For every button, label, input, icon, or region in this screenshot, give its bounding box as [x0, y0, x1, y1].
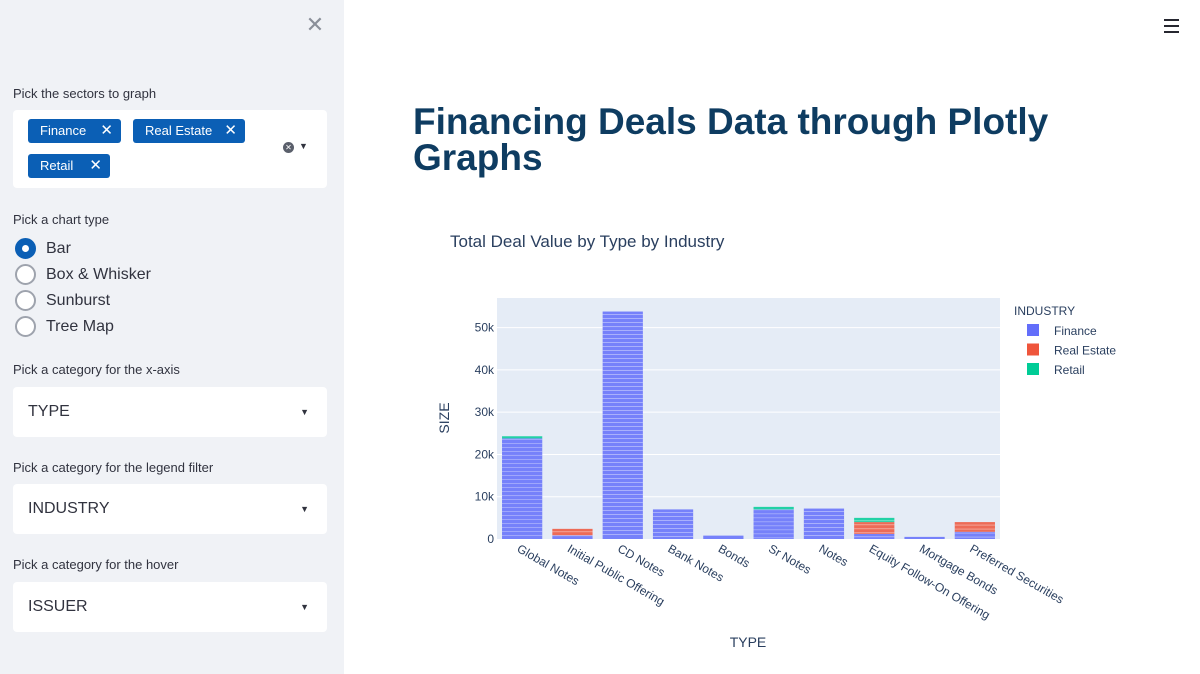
radio-circle-icon[interactable] — [15, 264, 36, 285]
bar-segment — [552, 535, 593, 539]
sectors-label: Pick the sectors to graph — [13, 86, 157, 101]
chevron-down-icon[interactable]: ▼ — [300, 504, 309, 514]
legend-item-label: Retail — [1054, 363, 1085, 377]
radio-circle-icon[interactable] — [15, 290, 36, 311]
x-tick-label: Notes — [816, 541, 850, 569]
sectors-multiselect[interactable]: Finance ✕ Real Estate ✕ Retail ✕ ✕ ▼ — [13, 110, 327, 188]
tag-remove-icon[interactable]: ✕ — [100, 122, 113, 139]
tag-finance: Finance ✕ — [28, 119, 121, 143]
close-icon[interactable]: ✕ — [305, 12, 325, 37]
page-title: Financing Deals Data through Plotly Grap… — [413, 101, 1049, 178]
y-tick-label: 30k — [475, 405, 495, 419]
y-tick-label: 0 — [487, 532, 494, 546]
bar-segment — [502, 438, 543, 539]
chart-container: 0 10k 20k 30k 40k 50k Global Notes Initial Publ… — [420, 220, 1200, 670]
chart-title: Total Deal Value by Type by Industry — [450, 232, 725, 251]
hover-select[interactable]: ISSUER ▼ — [13, 582, 327, 632]
tag-remove-icon[interactable]: ✕ — [89, 157, 102, 174]
tag-label: Real Estate — [145, 123, 213, 138]
hamburger-menu-icon[interactable] — [1162, 16, 1182, 36]
legend-swatch — [1027, 324, 1039, 336]
radio-circle-icon[interactable] — [15, 316, 36, 337]
chevron-down-icon[interactable]: ▼ — [299, 141, 308, 151]
y-axis-title: SIZE — [436, 402, 452, 433]
y-tick-label: 50k — [475, 321, 495, 335]
y-tick-label: 10k — [475, 490, 495, 504]
tag-label: Finance — [40, 123, 87, 138]
x-tick-label: Bonds — [716, 541, 752, 570]
sidebar: ✕ Pick the sectors to graph Finance ✕ Re… — [0, 0, 344, 674]
radio-label: Box & Whisker — [46, 266, 151, 283]
bar-segment — [502, 436, 543, 439]
radio-label: Bar — [46, 240, 71, 257]
legend-item-label: Real Estate — [1054, 344, 1116, 358]
radio-label: Tree Map — [46, 318, 114, 335]
tag-real-estate: Real Estate ✕ — [133, 119, 245, 143]
x-tick-label: Bank Notes — [666, 541, 727, 584]
tag-retail: Retail ✕ — [28, 154, 110, 178]
xaxis-select-value: TYPE — [28, 403, 70, 420]
clear-all-icon[interactable]: ✕ — [283, 142, 294, 153]
x-axis-title: TYPE — [730, 634, 767, 650]
xaxis-label: Pick a category for the x-axis — [13, 362, 180, 377]
x-tick-label: Sr Notes — [766, 541, 813, 576]
chevron-down-icon[interactable]: ▼ — [300, 602, 309, 612]
legend-filter-label: Pick a category for the legend filter — [13, 460, 214, 475]
legend-item-label: Finance — [1054, 324, 1097, 338]
xaxis-select[interactable]: TYPE ▼ — [13, 387, 327, 437]
hover-label: Pick a category for the hover — [13, 557, 179, 572]
chart-type-label: Pick a chart type — [13, 212, 110, 227]
legend-swatch — [1027, 363, 1039, 375]
y-tick-label: 40k — [475, 363, 495, 377]
bar-segment — [602, 311, 643, 539]
tag-remove-icon[interactable]: ✕ — [224, 122, 237, 139]
plot-background — [497, 298, 1000, 539]
bar-segment — [854, 533, 895, 539]
legend-filter-select-value: INDUSTRY — [28, 500, 110, 517]
radio-label: Sunburst — [46, 292, 111, 309]
y-tick-label: 20k — [475, 447, 495, 461]
bar-segment — [753, 506, 794, 510]
bar-segment — [854, 517, 895, 523]
bar-segment — [854, 522, 895, 534]
legend-swatch — [1027, 343, 1039, 356]
chevron-down-icon[interactable]: ▼ — [300, 407, 309, 417]
legend-filter-select[interactable]: INDUSTRY ▼ — [13, 484, 327, 534]
bar-segment — [954, 531, 995, 539]
radio-circle-icon[interactable] — [15, 238, 36, 259]
legend-title: INDUSTRY — [1014, 304, 1075, 318]
bar-segment — [904, 536, 945, 539]
bar-segment — [954, 522, 995, 532]
tag-label: Retail — [40, 158, 74, 173]
bar-segment — [703, 535, 744, 539]
hover-select-value: ISSUER — [28, 598, 88, 615]
